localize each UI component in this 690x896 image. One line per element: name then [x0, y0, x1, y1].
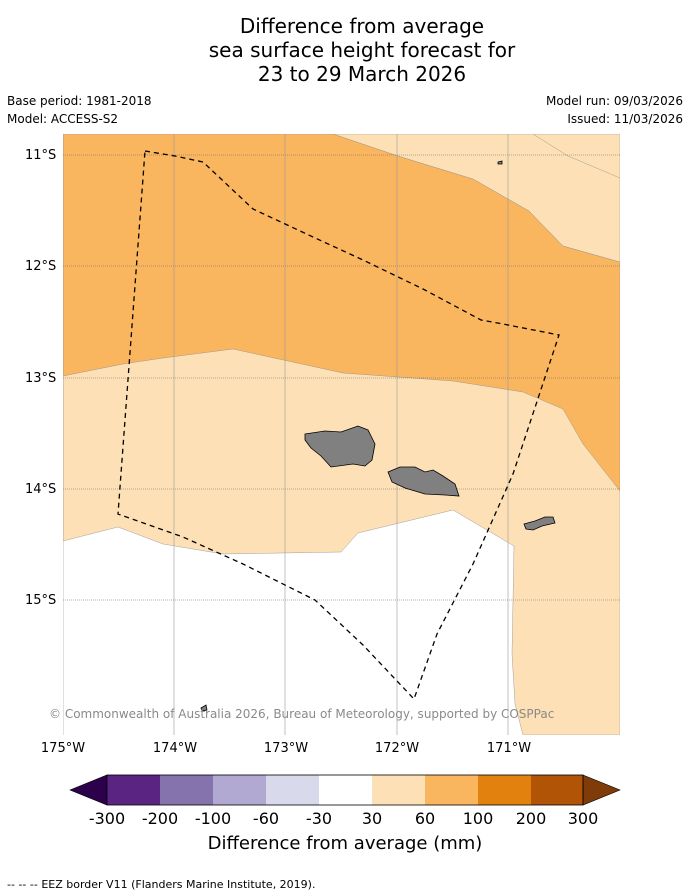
upolu-island: [387, 466, 460, 497]
lon-label-174w: 174°W: [152, 741, 198, 756]
cbar-tick-200: 200: [515, 809, 547, 828]
chart-title: Difference from average sea surface heig…: [0, 14, 690, 86]
lon-label-173w: 173°W: [263, 741, 309, 756]
lat-label-14s: 14°S: [25, 482, 57, 497]
lon-label-172w: 172°W: [374, 741, 420, 756]
cbar-tick-minus30: -30: [305, 809, 333, 828]
lat-label-12s: 12°S: [25, 259, 57, 274]
title-line-3: 23 to 29 March 2026: [257, 62, 467, 86]
model-label: Model: ACCESS-S2: [7, 112, 119, 126]
colorbar-segment-5: [319, 775, 372, 805]
longitude-gridlines: [63, 134, 509, 735]
latitude-gridlines: [63, 154, 620, 601]
cbar-tick-30: 30: [361, 809, 383, 828]
eez-border: [117, 150, 560, 701]
map-panel: [63, 134, 620, 735]
colorbar-outline: [106, 774, 584, 806]
lat-label-15s: 15°S: [25, 593, 57, 608]
lon-label-175w: 175°W: [40, 741, 86, 756]
colorbar-title: Difference from average (mm): [207, 833, 483, 854]
issued-label: Issued: 11/03/2026: [567, 112, 683, 126]
cbar-tick-minus300: -300: [88, 809, 126, 828]
colorbar-segment-9: [531, 775, 583, 805]
land-masses: [200, 160, 556, 712]
colorbar-under-arrow: [69, 774, 108, 806]
colorbar: [69, 774, 621, 806]
colorbar-segment-1: [107, 775, 160, 805]
copyright-notice: © Commonwealth of Australia 2026, Bureau…: [49, 707, 555, 721]
cbar-tick-minus200: -200: [141, 809, 179, 828]
lon-label-171w: 171°W: [486, 741, 532, 756]
lat-label-11s: 11°S: [25, 148, 57, 163]
map-svg: [63, 134, 620, 735]
title-line-1: Difference from average: [239, 14, 485, 38]
eez-legend: -- -- -- EEZ border V11 (Flanders Marine…: [7, 878, 315, 891]
colorbar-segment-4: [266, 775, 319, 805]
lat-label-13s: 13°S: [25, 371, 57, 386]
cbar-tick-100: 100: [462, 809, 494, 828]
colorbar-segment-3: [213, 775, 266, 805]
cbar-tick-60: 60: [414, 809, 436, 828]
colorbar-over-arrow: [582, 774, 621, 806]
cbar-tick-300: 300: [567, 809, 599, 828]
colorbar-segment-7: [425, 775, 478, 805]
colorbar-segment-8: [478, 775, 531, 805]
model-run-label: Model run: 09/03/2026: [545, 94, 683, 108]
title-line-2: sea surface height forecast for: [208, 38, 516, 62]
contour-30-60mm-north: [332, 134, 620, 263]
eez-legend-line-sample: -- -- --: [7, 878, 38, 891]
savaii-island: [304, 425, 376, 468]
colorbar-segment-6: [372, 775, 425, 805]
small-islet: [200, 704, 208, 712]
tutuila-island: [523, 516, 556, 531]
cbar-tick-minus60: -60: [252, 809, 280, 828]
eez-legend-text: EEZ border V11 (Flanders Marine Institut…: [41, 878, 316, 891]
rose-atoll: [497, 160, 503, 165]
cbar-tick-minus100: -100: [194, 809, 232, 828]
base-period-label: Base period: 1981-2018: [7, 94, 152, 108]
colorbar-segment-2: [160, 775, 213, 805]
